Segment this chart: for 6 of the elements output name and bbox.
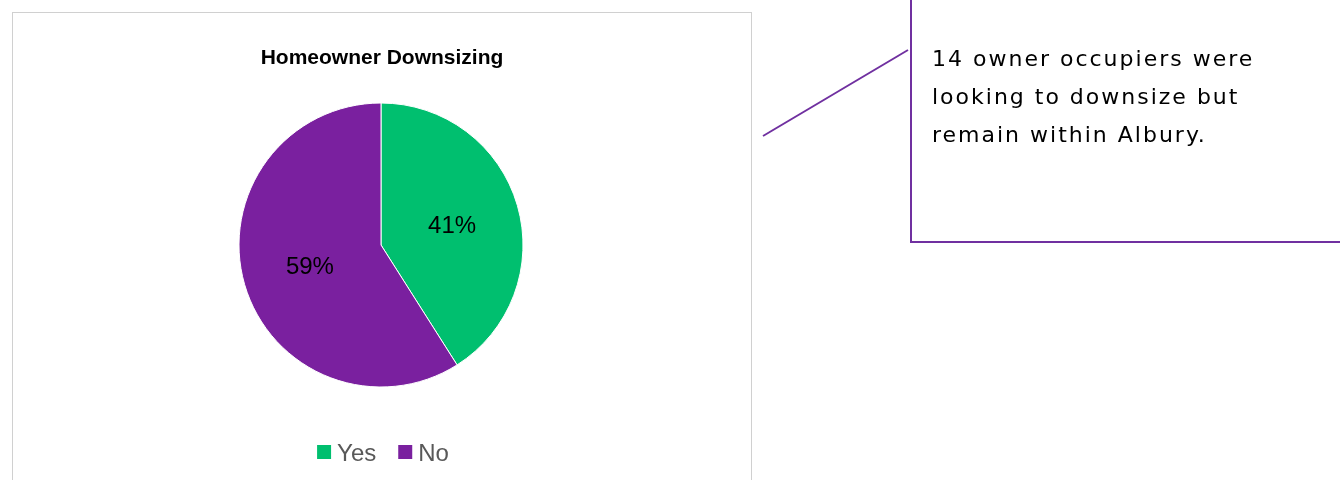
data-label: 41% <box>428 210 477 238</box>
legend-label: Yes <box>337 438 377 466</box>
text: 14 owner occupiers were looking to downsize but remain within Albury. <box>932 45 1256 149</box>
chart-title: Homeowner Downsizing <box>260 45 504 68</box>
legend-label: No <box>418 438 449 466</box>
data-label: 59% <box>285 252 334 280</box>
